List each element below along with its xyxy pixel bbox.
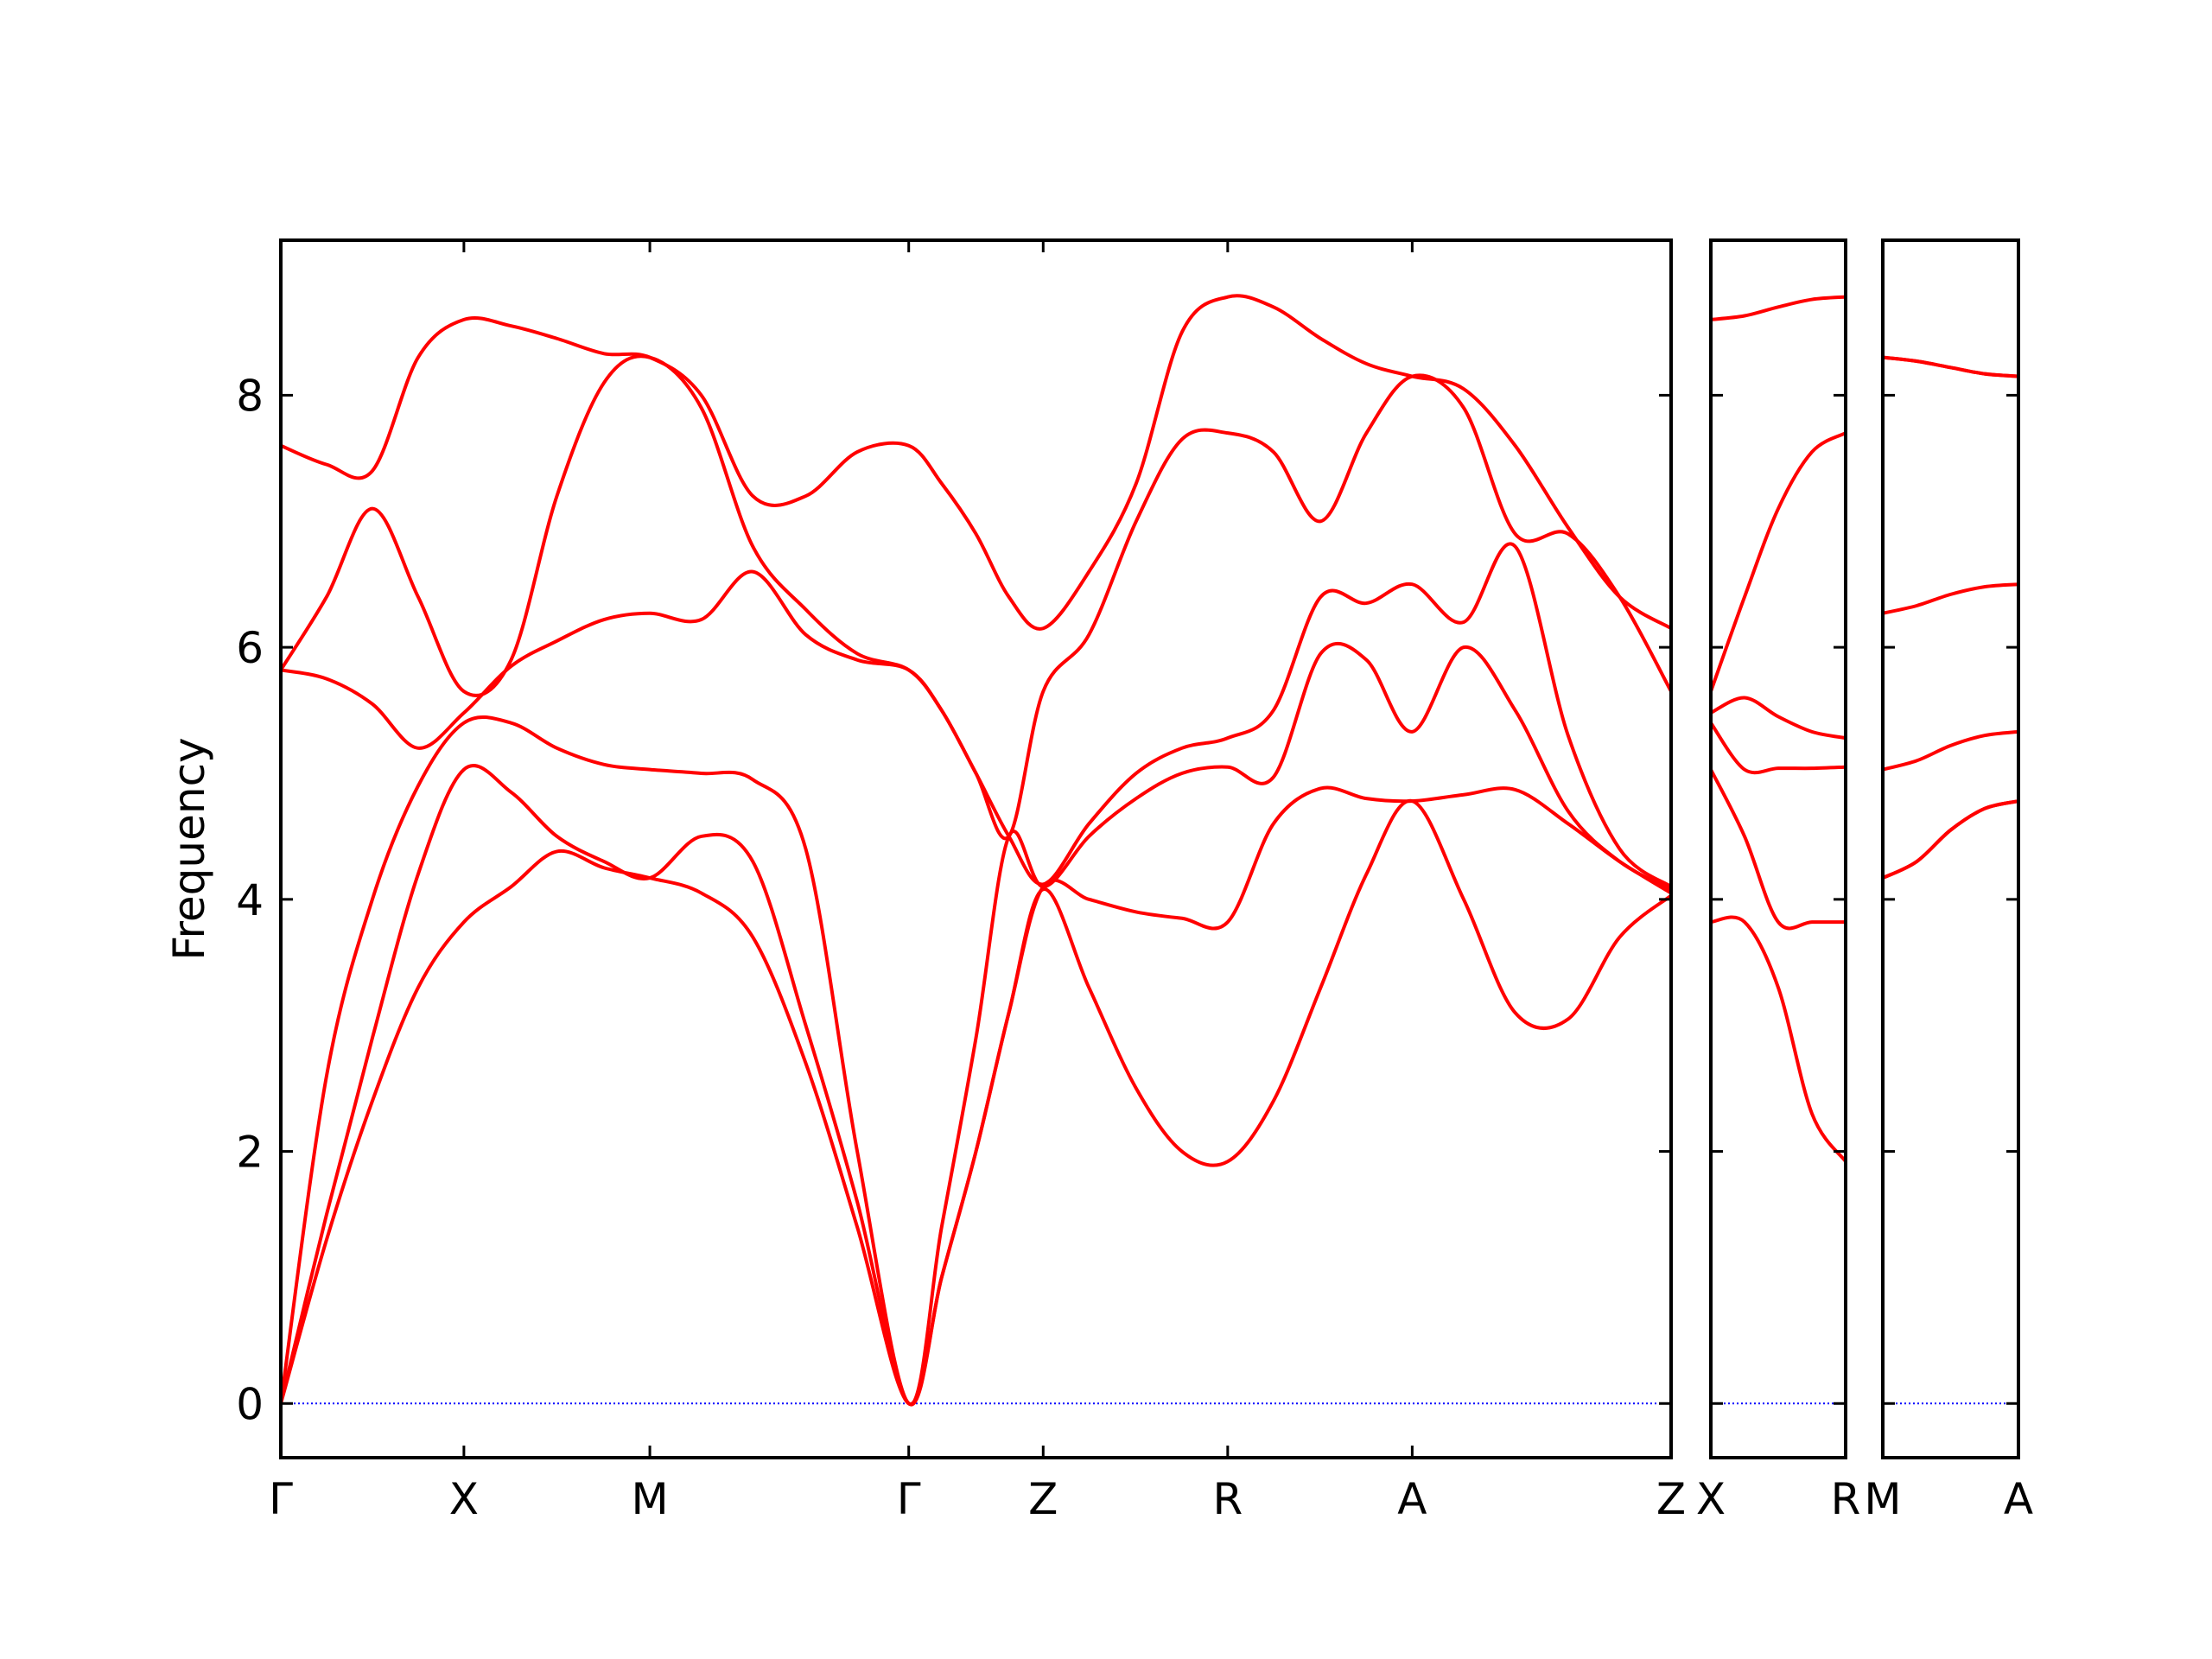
x-tick-label: A <box>2004 1474 2033 1524</box>
x-tick-label: M <box>1864 1474 1901 1524</box>
band-line <box>1711 768 1846 931</box>
x-tick-label: Γ <box>897 1474 921 1524</box>
band-line <box>1883 799 2018 880</box>
band-line <box>281 799 1671 1406</box>
panel <box>281 294 1671 1407</box>
x-tick-label: Z <box>1028 1474 1058 1524</box>
y-tick-label: 2 <box>236 1128 264 1178</box>
y-tick-label: 8 <box>236 371 264 421</box>
y-tick-label: 6 <box>236 623 264 673</box>
band-line <box>1883 729 2018 772</box>
panel <box>1883 355 2018 1405</box>
band-line <box>1711 431 1846 692</box>
band-line <box>1711 915 1846 1163</box>
x-tick-label: R <box>1212 1474 1243 1524</box>
band-line <box>1711 721 1846 775</box>
band-line <box>281 294 1671 631</box>
x-tick-label: R <box>1831 1474 1861 1524</box>
band-line <box>281 354 1671 841</box>
plot-frame <box>279 238 1673 1459</box>
panel <box>1711 295 1846 1405</box>
band-line <box>281 641 1671 1407</box>
plot-frame <box>1881 238 2020 1459</box>
band-line <box>1883 799 2018 880</box>
x-tick-label: X <box>1696 1474 1726 1524</box>
band-line <box>1883 582 2018 615</box>
band-line <box>1711 295 1846 321</box>
band-line <box>1883 355 2018 378</box>
x-tick-label: X <box>449 1474 479 1524</box>
band-line <box>1711 696 1846 741</box>
x-tick-label: A <box>1397 1474 1427 1524</box>
y-tick-label: 0 <box>236 1379 264 1429</box>
y-axis-label: Frequency <box>164 737 214 960</box>
y-tick-label: 4 <box>236 875 264 925</box>
band-line <box>281 764 1671 1407</box>
x-tick-label: Γ <box>269 1474 293 1524</box>
x-tick-label: Z <box>1656 1474 1686 1524</box>
band-line <box>281 542 1671 888</box>
x-tick-label: M <box>632 1474 669 1524</box>
plot-frame <box>1709 238 1847 1459</box>
